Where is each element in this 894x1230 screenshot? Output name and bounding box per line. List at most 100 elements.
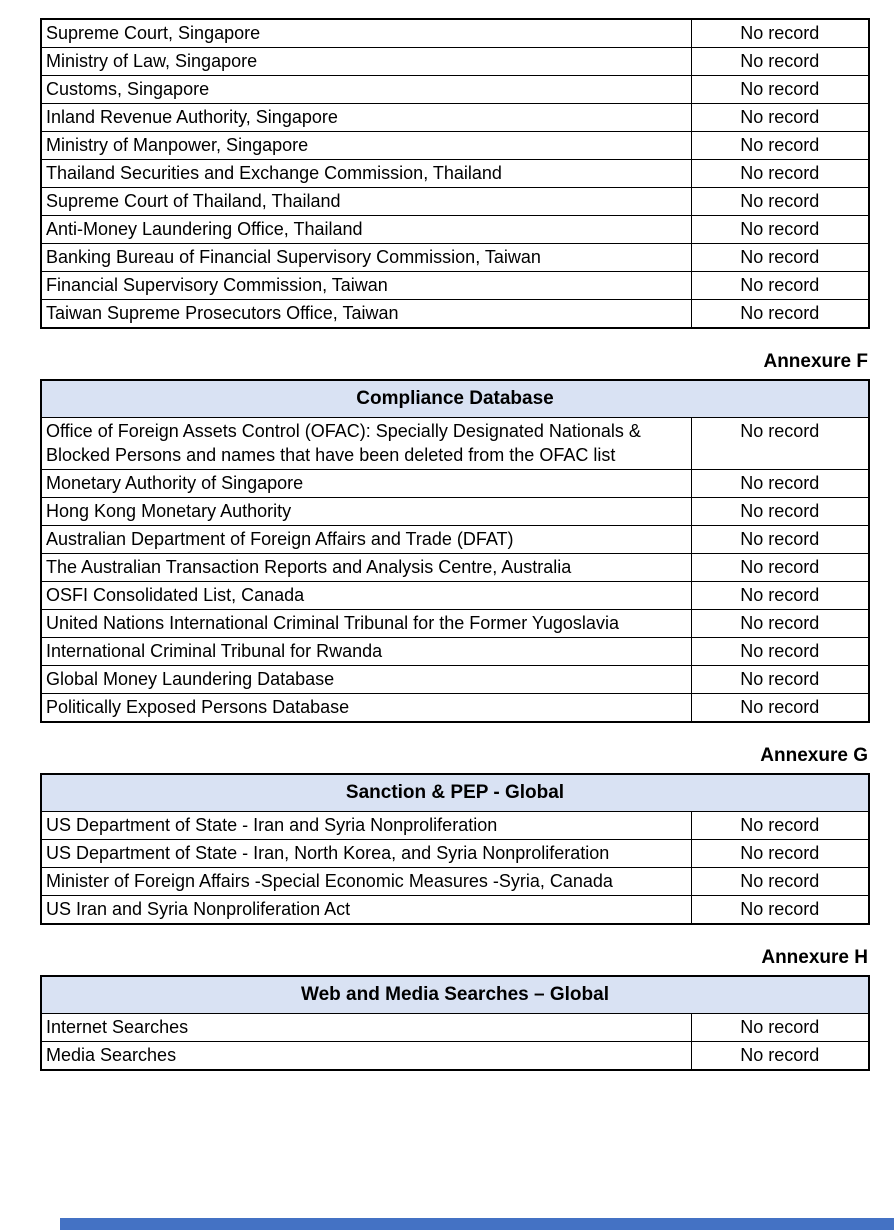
table-row: Supreme Court, Singapore No record [40, 18, 870, 48]
table-row: Global Money Laundering Database No recor… [40, 665, 870, 694]
screening-results-section: Supreme Court, Singapore No record Ministr… [0, 18, 894, 329]
result-cell: No record [690, 417, 870, 470]
sanction-pep-global-table: Sanction & PEP - Global US Department of… [40, 773, 870, 925]
source-cell: Internet Searches [40, 1013, 692, 1042]
source-cell: Global Money Laundering Database [40, 665, 692, 694]
source-cell: Customs, Singapore [40, 75, 692, 104]
result-cell: No record [690, 187, 870, 216]
result-cell: No record [690, 581, 870, 610]
table-header-row: Sanction & PEP - Global [40, 773, 870, 812]
result-cell: No record [690, 497, 870, 526]
source-cell: Politically Exposed Persons Database [40, 693, 692, 723]
sanction-pep-global-table-body: US Department of State - Iran and Syria … [40, 811, 870, 925]
web-media-searches-table-body: Internet Searches No record Media Searches… [40, 1013, 870, 1071]
annexure-h-label: Annexure H [761, 947, 868, 968]
result-cell: No record [690, 839, 870, 868]
table-row: US Department of State - Iran and Syria … [40, 811, 870, 840]
result-cell: No record [690, 159, 870, 188]
screening-sources-table-body: Supreme Court, Singapore No record Ministr… [40, 18, 870, 329]
source-cell: Taiwan Supreme Prosecutors Office, Taiwa… [40, 299, 692, 329]
result-cell: No record [690, 271, 870, 300]
result-cell: No record [690, 1013, 870, 1042]
result-cell: No record [690, 47, 870, 76]
result-cell: No record [690, 215, 870, 244]
result-cell: No record [690, 665, 870, 694]
result-cell: No record [690, 243, 870, 272]
web-media-searches-table: Web and Media Searches – Global Internet… [40, 975, 871, 1071]
table-row: Taiwan Supreme Prosecutors Office, Taiwa… [40, 299, 870, 329]
source-cell: Office of Foreign Assets Control (OFAC):… [40, 417, 692, 470]
table-row: US Iran and Syria Nonproliferation Act No… [40, 895, 870, 925]
result-cell: No record [690, 895, 870, 925]
table-row: The Australian Transaction Reports and A… [40, 553, 870, 582]
source-cell: Minister of Foreign Affairs -Special Eco… [40, 867, 692, 896]
annexure-f-section: Annexure F Compliance Database Office of… [0, 351, 894, 723]
source-cell: Hong Kong Monetary Authority [40, 497, 692, 526]
source-cell: Banking Bureau of Financial Supervisory … [40, 243, 692, 272]
result-cell: No record [690, 1041, 870, 1071]
source-cell: United Nations International Criminal Tr… [40, 609, 692, 638]
table-row: Politically Exposed Persons Database No r… [40, 693, 870, 723]
result-cell: No record [690, 693, 870, 723]
table-row: Thailand Securities and Exchange Commiss… [40, 159, 870, 188]
table-row: Financial Supervisory Commission, Taiwan… [40, 271, 870, 300]
source-cell: The Australian Transaction Reports and A… [40, 553, 692, 582]
table-header-row: Web and Media Searches – Global [40, 975, 870, 1014]
source-cell: Supreme Court, Singapore [40, 18, 692, 48]
source-cell: Monetary Authority of Singapore [40, 469, 692, 498]
table-row: Inland Revenue Authority, Singapore No re… [40, 103, 870, 132]
next-page-band [60, 1218, 894, 1230]
result-cell: No record [690, 553, 870, 582]
result-cell: No record [690, 811, 870, 840]
table-row: Banking Bureau of Financial Supervisory … [40, 243, 870, 272]
table-row: Australian Department of Foreign Affairs… [40, 525, 870, 554]
source-cell: Inland Revenue Authority, Singapore [40, 103, 692, 132]
table-row: Ministry of Manpower, Singapore No record [40, 131, 870, 160]
result-cell: No record [690, 469, 870, 498]
annexure-g-label: Annexure G [760, 745, 868, 766]
result-cell: No record [690, 103, 870, 132]
table-row: Media Searches No record [40, 1041, 870, 1071]
source-cell: Financial Supervisory Commission, Taiwan [40, 271, 692, 300]
compliance-database-title: Compliance Database [40, 379, 870, 418]
source-cell: International Criminal Tribunal for Rwan… [40, 637, 692, 666]
table-row: US Department of State - Iran, North Kor… [40, 839, 870, 868]
table-row: Hong Kong Monetary Authority No record [40, 497, 870, 526]
table-row: Customs, Singapore No record [40, 75, 870, 104]
compliance-database-table-body: Office of Foreign Assets Control (OFAC):… [40, 417, 870, 723]
source-cell: Media Searches [40, 1041, 692, 1071]
sanction-pep-global-title: Sanction & PEP - Global [40, 773, 870, 812]
compliance-database-table: Compliance Database Office of Foreign As… [40, 379, 870, 723]
result-cell: No record [690, 609, 870, 638]
annexure-h-section: Annexure H Web and Media Searches – Glob… [0, 947, 894, 1071]
source-cell: Australian Department of Foreign Affairs… [40, 525, 692, 554]
source-cell: OSFI Consolidated List, Canada [40, 581, 692, 610]
table-row: Minister of Foreign Affairs -Special Eco… [40, 867, 870, 896]
annexure-g-section: Annexure G Sanction & PEP - Global US De… [0, 745, 894, 925]
web-media-searches-title: Web and Media Searches – Global [40, 975, 870, 1014]
table-row: International Criminal Tribunal for Rwan… [40, 637, 870, 666]
table-header-row: Compliance Database [40, 379, 870, 418]
result-cell: No record [690, 131, 870, 160]
table-row: United Nations International Criminal Tr… [40, 609, 870, 638]
source-cell: Thailand Securities and Exchange Commiss… [40, 159, 692, 188]
source-cell: Ministry of Manpower, Singapore [40, 131, 692, 160]
table-row: Office of Foreign Assets Control (OFAC):… [40, 417, 870, 470]
source-cell: Ministry of Law, Singapore [40, 47, 692, 76]
result-cell: No record [690, 18, 870, 48]
source-cell: US Department of State - Iran and Syria … [40, 811, 692, 840]
table-row: Internet Searches No record [40, 1013, 870, 1042]
result-cell: No record [690, 637, 870, 666]
table-row: Ministry of Law, Singapore No record [40, 47, 870, 76]
table-row: OSFI Consolidated List, Canada No record [40, 581, 870, 610]
source-cell: US Iran and Syria Nonproliferation Act [40, 895, 692, 925]
result-cell: No record [690, 867, 870, 896]
table-row: Supreme Court of Thailand, Thailand No re… [40, 187, 870, 216]
table-row: Anti-Money Laundering Office, Thailand No… [40, 215, 870, 244]
result-cell: No record [690, 525, 870, 554]
annexure-f-label: Annexure F [763, 351, 868, 372]
result-cell: No record [690, 75, 870, 104]
screening-sources-table: Supreme Court, Singapore No record Ministr… [40, 18, 870, 329]
source-cell: Supreme Court of Thailand, Thailand [40, 187, 692, 216]
source-cell: US Department of State - Iran, North Kor… [40, 839, 692, 868]
